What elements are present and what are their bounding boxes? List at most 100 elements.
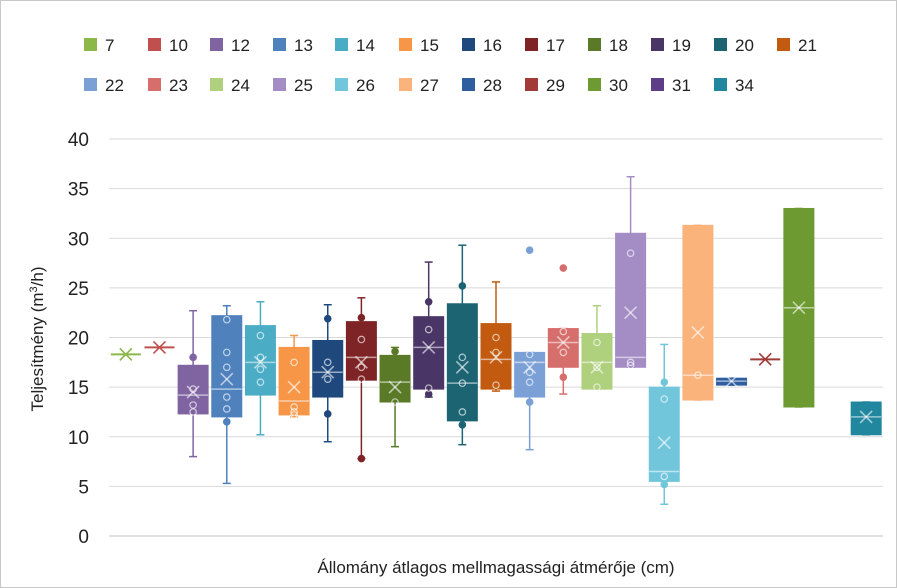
mean-marker [152,340,167,354]
data-point [222,348,231,357]
legend-swatch [335,78,348,91]
legend-item: 14 [335,36,375,55]
legend-swatch [462,38,475,51]
box-29 [750,352,781,366]
legend-label: 17 [546,36,565,55]
box-body [312,339,344,398]
y-tick-label: 5 [78,477,89,498]
box-body [413,316,445,390]
data-point [559,348,568,357]
data-point [357,375,366,383]
box-body [850,401,882,436]
mean-marker [624,306,638,320]
box-body [615,232,647,368]
y-tick-label: 35 [68,180,89,201]
box-24 [581,304,613,391]
mean-marker [422,340,436,354]
legend-swatch [525,78,538,91]
box-22 [514,246,546,451]
data-point [424,325,433,334]
mean-marker [758,352,772,366]
mean-marker [523,360,537,374]
legend-swatch [148,38,161,51]
data-point [256,378,265,386]
data-point [593,383,601,391]
data-point [256,331,265,340]
mean-marker [657,436,671,450]
data-point [559,264,568,272]
legend-label: 29 [546,76,565,95]
mean-marker [556,335,570,350]
legend-item: 26 [335,76,375,95]
legend-label: 34 [735,76,754,95]
data-point [222,405,231,413]
data-point [458,282,467,290]
box-body [581,333,613,390]
mean-marker [287,380,301,394]
box-body [177,364,209,415]
data-point [256,365,265,374]
legend-item: 29 [525,76,565,95]
data-point [593,338,601,347]
mean-marker [590,360,604,374]
y-tick-label: 20 [68,329,89,350]
data-point [357,454,366,463]
box-17 [345,297,377,463]
legend-item: 12 [210,36,250,55]
legend-item: 20 [714,36,754,55]
mean-marker [119,347,133,361]
legend-item: 34 [714,76,754,95]
legend-swatch [210,38,223,51]
box-body [648,386,680,482]
x-axis-title: Állomány átlagos mellmagassági átmérője … [317,558,674,577]
y-axis-title: Teljesítmény (m3/h) [28,267,47,412]
data-point [222,418,231,426]
box-body [211,315,243,418]
data-point [593,363,601,372]
legend-label: 31 [672,76,691,95]
y-axis-ticks: 0 5 10 15 20 25 30 35 40 [68,130,89,548]
legend-swatch [148,78,161,91]
y-tick-label: 30 [68,229,89,250]
data-point [357,313,366,322]
data-point [525,368,534,377]
mean-marker [724,374,739,388]
box-10 [144,340,175,354]
unit-superscript: 3 [28,286,40,292]
legend-label: 18 [609,36,628,55]
y-tick-label: 10 [68,428,89,449]
data-point [323,358,332,367]
data-point [290,408,298,416]
data-point [256,353,265,362]
data-point [660,378,669,386]
data-point [290,403,298,411]
data-point [290,411,298,419]
mean-marker [792,301,806,315]
data-point [391,347,399,356]
legend-label: 15 [420,36,439,55]
box-body [514,351,546,398]
box-19 [413,261,445,398]
data-point [458,408,467,416]
data-point [458,379,467,387]
mean-marker [321,365,335,379]
data-point [660,472,669,481]
legend-label: 16 [483,36,502,55]
legend-swatch [84,78,97,91]
legend-item: 27 [399,76,439,95]
data-point [525,398,534,406]
box-26 [648,343,680,505]
y-tick-label: 15 [68,378,89,399]
legend-item: 18 [588,36,628,55]
data-point [189,353,197,362]
legend-label: 19 [672,36,691,55]
mean-marker [354,355,368,369]
data-point [391,398,399,406]
legend-item: 25 [273,76,313,95]
box-16 [312,303,344,443]
legend-item: 30 [588,76,628,95]
legend-swatch [588,38,601,51]
data-point [222,363,231,372]
